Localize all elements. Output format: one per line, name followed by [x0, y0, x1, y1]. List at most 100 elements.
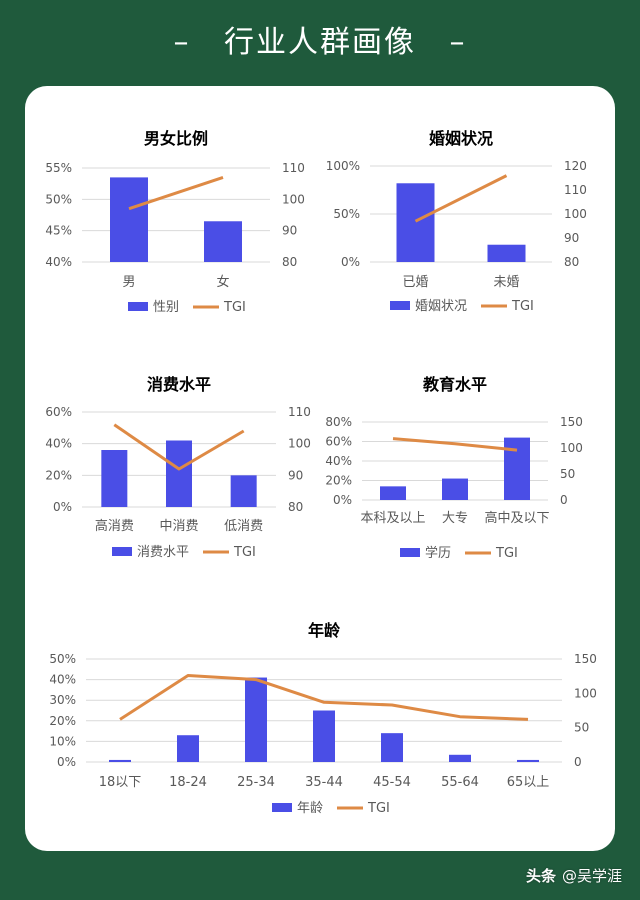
category-label: 18-24	[169, 775, 207, 790]
right-tick-label: 110	[282, 161, 305, 175]
left-tick-label: 20%	[325, 474, 352, 488]
category-label: 35-44	[305, 775, 343, 790]
category-label: 已婚	[402, 275, 428, 290]
legend-bar-swatch	[128, 302, 148, 311]
left-tick-label: 0%	[53, 500, 72, 514]
bar	[504, 437, 530, 500]
header-decor-right: –	[449, 25, 467, 60]
legend-line-label: TGI	[511, 299, 534, 314]
left-tick-label: 40%	[49, 673, 76, 687]
left-tick-label: 45%	[45, 224, 72, 238]
bar	[313, 710, 335, 762]
category-label: 高中及以下	[484, 510, 549, 526]
bar	[381, 733, 403, 762]
category-label: 大专	[442, 511, 468, 526]
left-tick-label: 60%	[45, 405, 72, 419]
tgi-line	[128, 175, 224, 211]
right-tick-label: 90	[288, 468, 303, 482]
right-tick-label: 80	[288, 500, 303, 514]
category-label: 18以下	[99, 775, 142, 790]
right-tick-label: 80	[564, 255, 579, 269]
legend-bar-label: 婚姻状况	[415, 299, 467, 314]
right-tick-label: 80	[282, 255, 297, 269]
bar	[487, 244, 526, 262]
chart-title: 消费水平	[147, 375, 211, 394]
legend-bar-label: 性别	[153, 300, 179, 315]
left-tick-label: 20%	[49, 714, 76, 728]
legend-line-label: TGI	[223, 300, 246, 315]
legend-bar-swatch	[390, 301, 410, 310]
right-tick-label: 100	[574, 686, 597, 700]
left-tick-label: 0%	[341, 255, 360, 269]
category-label: 25-34	[237, 775, 275, 790]
category-label: 本科及以上	[360, 511, 425, 526]
legend-line-label: TGI	[495, 546, 518, 561]
watermark-handle: @吴学涯	[561, 867, 622, 885]
category-label: 中消费	[159, 519, 198, 534]
watermark-logo: 头条	[525, 867, 556, 885]
bar	[177, 735, 199, 762]
tgi-line	[113, 423, 245, 471]
bar	[110, 177, 148, 262]
right-tick-label: 0	[574, 755, 582, 769]
legend-bar-label: 消费水平	[137, 545, 189, 560]
page-title: 行业人群画像	[224, 25, 416, 60]
category-label: 45-54	[373, 775, 411, 790]
left-tick-label: 0%	[57, 755, 76, 769]
bar	[396, 183, 435, 262]
legend-bar-swatch	[400, 548, 420, 557]
left-tick-label: 100%	[326, 159, 360, 173]
legend-line-label: TGI	[233, 545, 256, 560]
tgi-line	[119, 674, 529, 721]
watermark: 头条 @吴学涯	[526, 865, 622, 886]
right-tick-label: 120	[564, 159, 587, 173]
legend-bar-label: 年龄	[297, 801, 323, 816]
right-tick-label: 110	[288, 405, 311, 419]
right-tick-label: 150	[560, 415, 583, 429]
left-tick-label: 50%	[49, 652, 76, 666]
left-tick-label: 60%	[325, 435, 352, 449]
left-tick-label: 50%	[333, 207, 360, 221]
category-label: 65以上	[507, 775, 550, 790]
right-tick-label: 0	[560, 493, 568, 507]
right-tick-label: 100	[288, 437, 311, 451]
left-tick-label: 80%	[325, 415, 352, 429]
right-tick-label: 100	[564, 207, 587, 221]
legend-line-label: TGI	[367, 801, 390, 816]
right-tick-label: 90	[564, 231, 579, 245]
legend-bar-swatch	[272, 803, 292, 812]
chart-title: 男女比例	[144, 129, 208, 148]
left-tick-label: 40%	[45, 255, 72, 269]
chart-title: 年龄	[308, 621, 341, 640]
bar	[449, 754, 471, 762]
bar	[517, 759, 539, 762]
legend-bar-swatch	[112, 547, 132, 556]
legend-bar-label: 学历	[425, 545, 451, 561]
header-decor-left: –	[173, 25, 191, 60]
category-label: 高消费	[95, 518, 134, 534]
page-header: – 行业人群画像 –	[0, 18, 640, 68]
tgi-line	[392, 437, 518, 452]
left-tick-label: 50%	[45, 192, 72, 206]
right-tick-label: 90	[282, 224, 297, 238]
left-tick-label: 55%	[45, 161, 72, 175]
right-tick-label: 110	[564, 183, 587, 197]
right-tick-label: 100	[282, 192, 305, 206]
left-tick-label: 10%	[49, 734, 76, 748]
chart-title: 教育水平	[423, 375, 487, 394]
category-label: 女	[216, 274, 229, 290]
left-tick-label: 20%	[45, 468, 72, 482]
left-tick-label: 40%	[325, 454, 352, 468]
bar	[109, 759, 131, 762]
bar	[380, 486, 406, 500]
chart-title: 婚姻状况	[429, 129, 493, 148]
tgi-line	[414, 174, 508, 223]
right-tick-label: 50	[574, 721, 589, 735]
bar	[166, 440, 192, 507]
bar	[230, 475, 257, 507]
bar	[101, 450, 128, 507]
left-tick-label: 40%	[45, 437, 72, 451]
right-tick-label: 50	[560, 467, 575, 481]
left-tick-label: 30%	[49, 693, 76, 707]
